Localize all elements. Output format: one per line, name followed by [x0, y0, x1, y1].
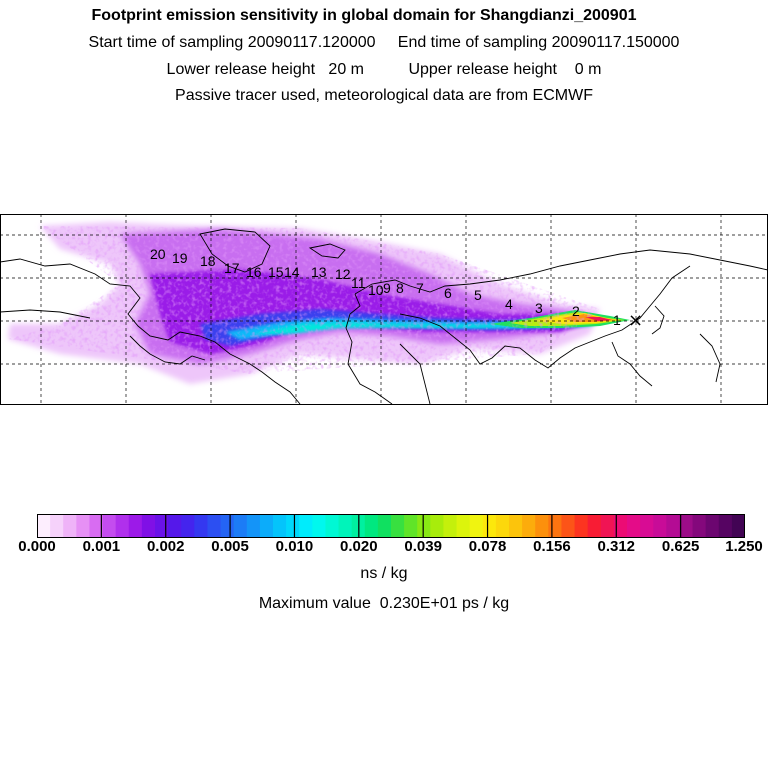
colorbar-cell: [574, 514, 589, 538]
colorbar-cell: [443, 514, 458, 538]
colorbar-cell: [679, 514, 694, 538]
trajectory-label: 6: [444, 285, 452, 301]
colorbar-cell: [141, 514, 156, 538]
colorbar-tick-label: 0.020: [340, 538, 378, 555]
colorbar-tick-label: 0.312: [597, 538, 636, 555]
colorbar-cell: [627, 514, 641, 538]
trajectory-label: 15: [268, 264, 284, 280]
colorbar-cell: [286, 514, 300, 538]
colorbar-cell: [233, 514, 248, 538]
trajectory-label: 7: [416, 280, 424, 296]
colorbar-cell: [495, 514, 510, 538]
trajectory-label: 17: [224, 260, 240, 276]
colorbar-cell: [76, 514, 91, 538]
colorbar-cell: [37, 514, 51, 538]
colorbar-cell: [509, 514, 523, 538]
colorbar-cell: [613, 514, 628, 538]
colorbar-cell: [155, 514, 169, 538]
colorbar-cell: [561, 514, 576, 538]
map-grid: [0, 214, 768, 405]
colorbar-tick-label: 0.002: [146, 538, 185, 555]
colorbar-cell: [666, 514, 681, 538]
colorbar-tick-label: 0.000: [18, 538, 56, 555]
colorbar-cell: [718, 514, 733, 538]
colorbar-cell: [50, 514, 64, 538]
colorbar-cell: [705, 514, 720, 538]
colorbar-cell: [246, 514, 261, 538]
trajectory-label: 4: [505, 296, 513, 312]
colorbar-tick-label: 0.156: [533, 538, 571, 555]
colorbar-cell: [417, 514, 431, 538]
station-marker: ×: [628, 310, 643, 331]
colorbar-cell: [220, 514, 235, 538]
colorbar-cell: [181, 514, 195, 538]
release-height-line: Lower release height 20 m Upper release …: [166, 61, 602, 78]
colorbar-cell: [128, 514, 143, 538]
colorbar-tick-label: 0.001: [82, 538, 121, 555]
colorbar-cell: [63, 514, 77, 538]
chart-title: Footprint emission sensitivity in global…: [91, 7, 637, 24]
colorbar-cell: [456, 514, 471, 538]
maximum-value-text: Maximum value 0.230E+01 ps / kg: [258, 595, 510, 612]
trajectory-label: 18: [200, 253, 216, 269]
colorbar-cell: [168, 514, 182, 538]
colorbar-cell: [89, 514, 104, 538]
colorbar-cell: [653, 514, 667, 538]
trajectory-label: 16: [246, 264, 262, 280]
colorbar-cell: [115, 514, 130, 538]
colorbar-cell: [600, 514, 615, 538]
colorbar-cell: [535, 514, 549, 538]
colorbar-cell: [207, 514, 222, 538]
colorbar-cell: [364, 514, 379, 538]
colorbar-tick-label: 0.078: [468, 538, 507, 555]
trajectory-label: 13: [311, 264, 327, 280]
colorbar-cell: [692, 514, 707, 538]
colorbar-tick-label: 1.250: [725, 538, 763, 555]
colorbar-cell: [548, 514, 563, 538]
tracer-info-line: Passive tracer used, meteorological data…: [175, 87, 593, 104]
coastlines: [0, 228, 768, 405]
trajectory-label: 12: [335, 266, 351, 282]
trajectory-label: 11: [351, 275, 366, 291]
trajectory-label: 10: [368, 282, 384, 298]
trajectory-label: 5: [474, 287, 482, 303]
trajectory-label: 3: [535, 300, 543, 316]
colorbar-cell: [273, 514, 287, 538]
trajectory-label: 2: [572, 303, 580, 319]
colorbar-cell: [640, 514, 654, 538]
station-marker-glyph: ×: [628, 310, 643, 331]
colorbar-cell: [391, 514, 405, 538]
colorbar-tick-label: 0.039: [404, 538, 442, 555]
trajectory-label: 19: [172, 250, 188, 266]
sampling-time-line: Start time of sampling 20090117.120000 E…: [88, 34, 680, 51]
colorbar-cell: [338, 514, 353, 538]
colorbar-cell: [377, 514, 392, 538]
colorbar-cell: [469, 514, 484, 538]
colorbar-cell: [312, 514, 327, 538]
colorbar-cell: [404, 514, 418, 538]
colorbar-cell: [731, 514, 745, 538]
trajectory-label: 14: [284, 264, 300, 280]
colorbar-tick-label: 0.625: [661, 538, 700, 555]
trajectory-label: 20: [150, 246, 166, 262]
colorbar-cell: [194, 514, 209, 538]
colorbar-cell: [325, 514, 340, 538]
colorbar: [37, 514, 745, 538]
trajectory-label: 9: [383, 280, 391, 296]
colorbar-tick-label: 0.010: [275, 538, 314, 555]
colorbar-cell: [102, 514, 117, 538]
colorbar-cell: [522, 514, 536, 538]
colorbar-tick-label: 0.005: [211, 538, 249, 555]
colorbar-unit: ns / kg: [360, 565, 408, 582]
colorbar-cell: [482, 514, 497, 538]
trajectory-label: 8: [396, 280, 404, 296]
colorbar-cell: [299, 514, 313, 538]
colorbar-cell: [430, 514, 445, 538]
colorbar-cell: [587, 514, 602, 538]
colorbar-cell: [259, 514, 274, 538]
trajectory-label: 1: [613, 312, 621, 328]
